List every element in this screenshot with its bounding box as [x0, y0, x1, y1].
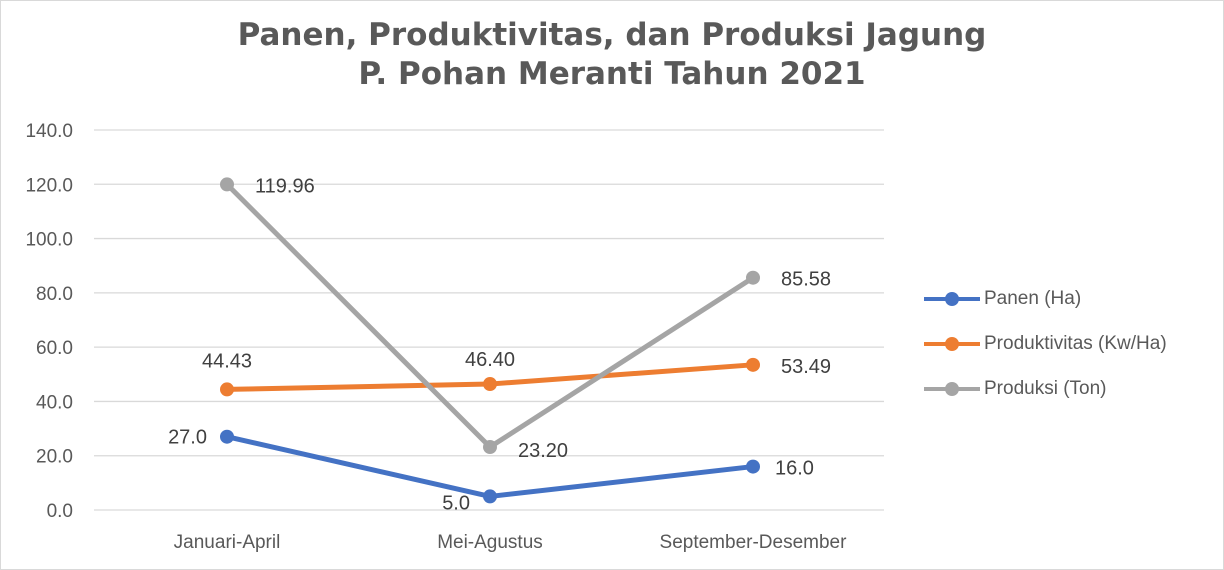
y-tick-label: 120.0 [25, 175, 73, 196]
data-point-produktivitas [483, 377, 497, 392]
data-label-produksi: 23.20 [518, 440, 568, 462]
y-tick-label: 100.0 [25, 230, 73, 251]
x-tick-label: Mei-Agustus [437, 532, 543, 553]
data-label-produktivitas: 44.43 [202, 350, 252, 372]
legend-label-produksi: Produksi (Ton) [984, 377, 1107, 399]
chart-title-line1: Panen, Produktivitas, dan Produksi Jagun… [237, 17, 987, 53]
data-label-panen: 16.0 [775, 458, 814, 480]
y-tick-label: 140.0 [25, 121, 73, 142]
data-point-panen [220, 429, 234, 444]
data-point-panen [483, 489, 497, 504]
legend: Panen (Ha) Produktivitas (Kw/Ha) Produks… [924, 276, 1167, 411]
legend-swatch-produksi [924, 379, 980, 399]
x-axis: Januari-April Mei-Agustus September-Desemb… [174, 532, 847, 553]
y-tick-label: 0.0 [47, 501, 73, 522]
data-label-panen: 5.0 [442, 492, 470, 514]
data-point-panen [746, 459, 760, 474]
chart-title: Panen, Produktivitas, dan Produksi Jagun… [0, 16, 1224, 94]
series-line-produksi [224, 181, 756, 450]
data-label-produksi: 85.58 [781, 269, 831, 291]
chart-title-line2: P. Pohan Meranti Tahun 2021 [358, 56, 866, 92]
y-tick-label: 80.0 [36, 284, 73, 305]
x-tick-label: Januari-April [174, 532, 281, 553]
legend-label-panen: Panen (Ha) [984, 287, 1082, 309]
legend-item-panen: Panen (Ha) [924, 276, 1167, 321]
data-point-produktivitas [746, 357, 760, 372]
legend-item-produksi: Produksi (Ton) [924, 366, 1167, 411]
series-group [220, 177, 760, 504]
legend-swatch-produktivitas [924, 334, 980, 354]
data-labels: 27.0 5.0 16.0 44.43 46.40 53.49 119.96 23.20 85.… [168, 175, 831, 514]
x-tick-label: September-Desember [660, 532, 848, 553]
data-label-produksi: 119.96 [255, 175, 315, 197]
legend-swatch-panen [924, 289, 980, 309]
legend-item-produktivitas: Produktivitas (Kw/Ha) [924, 321, 1167, 366]
y-tick-label: 40.0 [36, 392, 73, 413]
data-point-produktivitas [220, 382, 234, 397]
y-tick-label: 20.0 [36, 447, 73, 468]
y-tick-label: 60.0 [36, 338, 73, 359]
data-label-produktivitas: 46.40 [465, 349, 515, 371]
data-point-produksi [220, 177, 234, 192]
data-point-produksi [483, 440, 497, 455]
data-point-produksi [746, 270, 760, 285]
data-label-panen: 27.0 [168, 427, 207, 449]
data-label-produktivitas: 53.49 [781, 356, 831, 378]
legend-label-produktivitas: Produktivitas (Kw/Ha) [984, 332, 1167, 354]
y-axis: 0.0 20.0 40.0 60.0 80.0 100.0 120.0 140.0 [25, 121, 73, 522]
